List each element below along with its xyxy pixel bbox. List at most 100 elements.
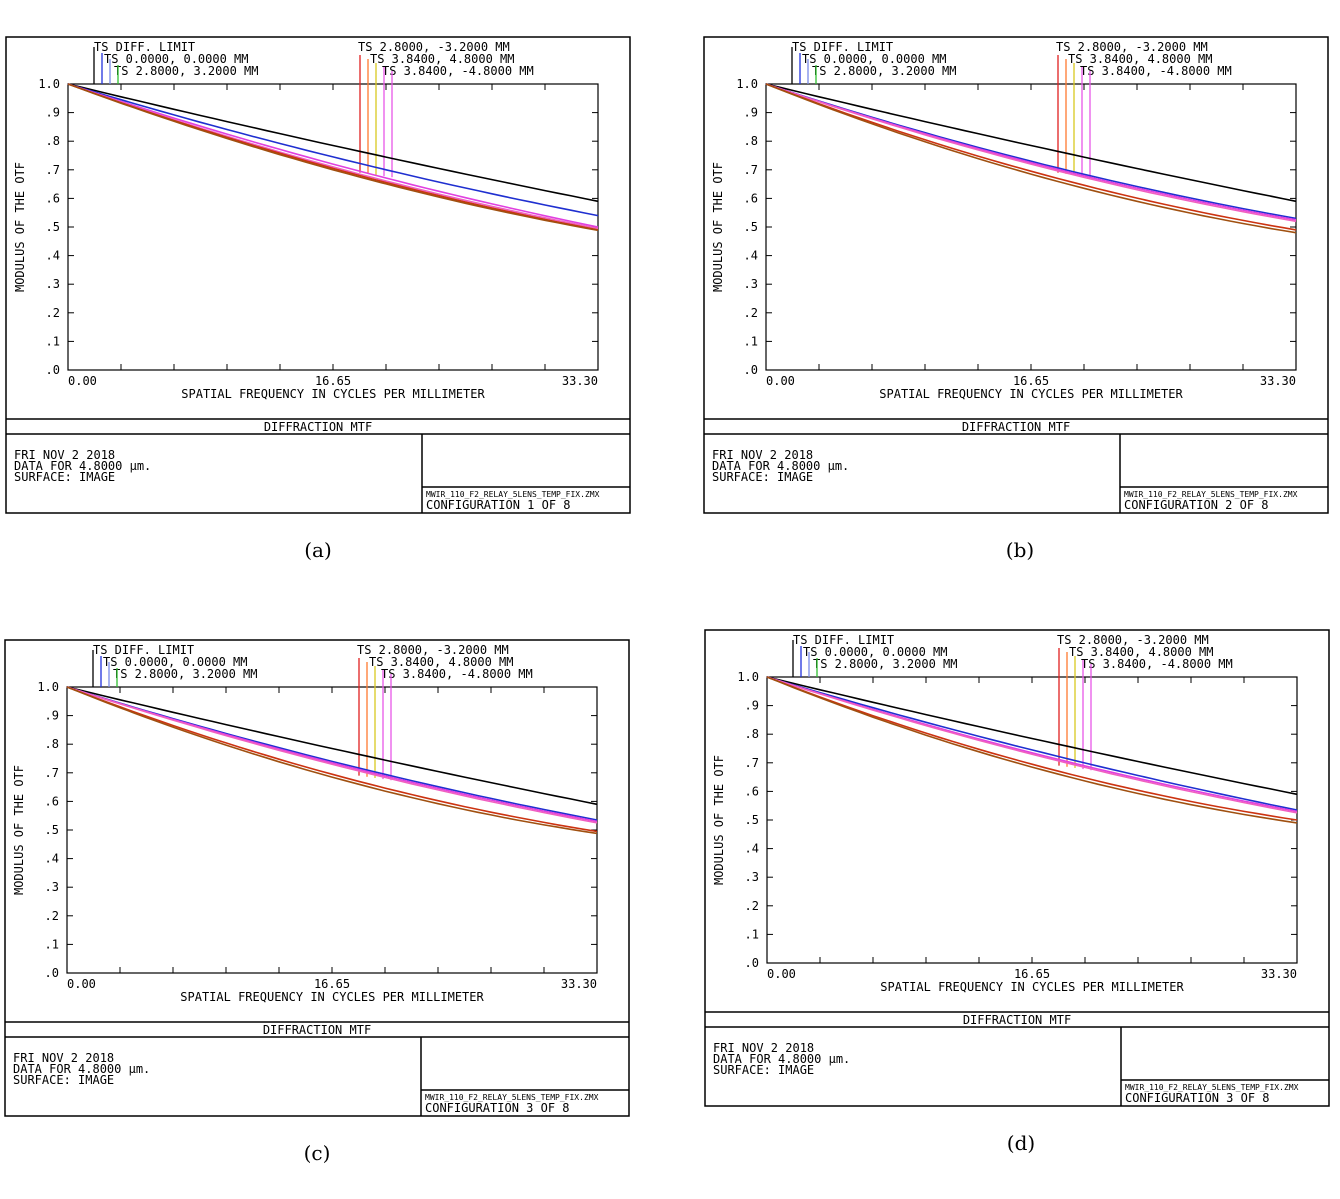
mtf-series-line [66, 686, 598, 824]
mtf-series-line [766, 676, 1298, 796]
x-tick-label: 0.00 [68, 374, 97, 388]
x-tick-label: 0.00 [767, 967, 796, 981]
mtf-series-line [765, 83, 1297, 220]
panel-frame [704, 629, 1330, 1107]
y-tick-label: .5 [745, 813, 759, 827]
y-tick-label: .5 [46, 220, 60, 234]
plot-area [766, 676, 1298, 964]
y-tick-label: .8 [744, 134, 758, 148]
y-tick-label: .5 [744, 220, 758, 234]
plot-area [765, 83, 1297, 371]
y-axis-label: MODULUS OF THE OTF [13, 162, 27, 292]
legend-label: TS 3.8400, 4.8000 MM [369, 655, 514, 669]
legend-label: TS DIFF. LIMIT [793, 633, 894, 647]
y-tick-label: .4 [45, 852, 59, 866]
x-axis-label: SPATIAL FREQUENCY IN CYCLES PER MILLIMET… [880, 980, 1184, 994]
y-tick-label: .4 [744, 249, 758, 263]
y-tick-label: .5 [45, 823, 59, 837]
info-line: FRI NOV 2 2018 [13, 1051, 114, 1065]
mtf-panel: 1.0 .9 .8 .7 .6 .5 .4 .3 .2 .1 .0 0.00 16.65 33.30 SPA… [703, 36, 1329, 514]
y-tick-label: .9 [46, 106, 60, 120]
legend-label: TS 2.8000, 3.2000 MM [813, 657, 958, 671]
file-name: MWIR_110_F2_RELAY_5LENS_TEMP_FIX.ZMX [1124, 490, 1298, 499]
y-tick-label: 1.0 [38, 77, 60, 91]
x-tick-label: 33.30 [562, 374, 598, 388]
mtf-series-line [765, 83, 1297, 203]
y-tick-label: .3 [46, 277, 60, 291]
y-tick-label: .7 [744, 163, 758, 177]
legend-label: TS 2.8000, 3.2000 MM [114, 64, 259, 78]
diffraction-title: DIFFRACTION MTF [264, 420, 372, 434]
mtf-series-line [765, 83, 1297, 234]
mtf-series-line [67, 83, 599, 217]
legend-label: TS 3.8400, -4.8000 MM [1081, 657, 1233, 671]
legend-label: TS 3.8400, 4.8000 MM [1069, 645, 1214, 659]
mtf-series-line [766, 676, 1298, 811]
y-tick-label: .7 [745, 756, 759, 770]
panel-frame [4, 639, 630, 1117]
y-tick-label: 1.0 [37, 680, 59, 694]
legend-label: TS 0.0000, 0.0000 MM [103, 655, 248, 669]
legend-label: TS 3.8400, 4.8000 MM [370, 52, 515, 66]
panel-caption: (c) [304, 1141, 331, 1165]
y-axis-label: MODULUS OF THE OTF [712, 755, 726, 885]
y-tick-label: .2 [46, 306, 60, 320]
y-tick-label: 1.0 [736, 77, 758, 91]
info-line: SURFACE: IMAGE [13, 1073, 114, 1087]
mtf-series-line [67, 83, 599, 232]
legend-label: TS 0.0000, 0.0000 MM [803, 645, 948, 659]
mtf-series-line [66, 686, 598, 833]
x-axis-label: SPATIAL FREQUENCY IN CYCLES PER MILLIMET… [879, 387, 1183, 401]
plot-area [66, 686, 598, 974]
panel-frame [703, 36, 1329, 514]
panel-caption: (a) [304, 538, 332, 562]
panel-caption: (d) [1007, 1131, 1035, 1155]
y-tick-label: .7 [46, 163, 60, 177]
y-tick-label: .1 [745, 927, 759, 941]
mtf-series-line [766, 676, 1298, 813]
x-tick-label: 33.30 [561, 977, 597, 991]
y-tick-label: .7 [45, 766, 59, 780]
info-line: FRI NOV 2 2018 [14, 448, 115, 462]
x-axis-label: SPATIAL FREQUENCY IN CYCLES PER MILLIMET… [180, 990, 484, 1004]
y-tick-label: .8 [745, 727, 759, 741]
mtf-panel: 1.0 .9 .8 .7 .6 .5 .4 .3 .2 .1 .0 0.00 16.65 33.30 SPA… [4, 639, 630, 1117]
diffraction-title: DIFFRACTION MTF [263, 1023, 371, 1037]
x-axis-label: SPATIAL FREQUENCY IN CYCLES PER MILLIMET… [181, 387, 485, 401]
y-tick-label: .9 [45, 709, 59, 723]
info-line: DATA FOR 4.8000 µm. [712, 459, 849, 473]
diffraction-title: DIFFRACTION MTF [962, 420, 1070, 434]
y-tick-label: .4 [745, 842, 759, 856]
y-tick-label: 1.0 [737, 670, 759, 684]
mtf-series-line [766, 676, 1298, 821]
y-tick-label: .0 [46, 363, 60, 377]
y-tick-label: .6 [745, 784, 759, 798]
x-tick-label: 33.30 [1260, 374, 1296, 388]
info-line: SURFACE: IMAGE [712, 470, 813, 484]
file-name: MWIR_110_F2_RELAY_5LENS_TEMP_FIX.ZMX [425, 1093, 599, 1102]
y-tick-label: .9 [745, 699, 759, 713]
mtf-series-line [765, 83, 1297, 223]
configuration-label: CONFIGURATION 1 OF 8 [426, 498, 571, 512]
y-tick-label: .0 [744, 363, 758, 377]
configuration-label: CONFIGURATION 3 OF 8 [425, 1101, 570, 1115]
legend-label: TS DIFF. LIMIT [94, 40, 195, 54]
legend-label: TS 3.8400, -4.8000 MM [382, 64, 534, 78]
mtf-series-line [67, 83, 599, 203]
y-tick-label: .9 [744, 106, 758, 120]
x-tick-label: 16.65 [314, 977, 350, 991]
y-tick-label: .6 [45, 794, 59, 808]
x-tick-label: 0.00 [766, 374, 795, 388]
x-tick-label: 33.30 [1261, 967, 1297, 981]
panel-caption: (b) [1006, 538, 1034, 562]
mtf-panel: 1.0 .9 .8 .7 .6 .5 .4 .3 .2 .1 .0 0.00 16.65 33.30 SPA… [5, 36, 631, 514]
mtf-panel: 1.0 .9 .8 .7 .6 .5 .4 .3 .2 .1 .0 0.00 16.65 33.30 SPA… [704, 629, 1330, 1107]
y-tick-label: .2 [744, 306, 758, 320]
x-tick-label: 0.00 [67, 977, 96, 991]
legend-label: TS 2.8000, -3.2000 MM [1056, 40, 1208, 54]
mtf-series-line [66, 686, 598, 835]
legend-label: TS 2.8000, 3.2000 MM [812, 64, 957, 78]
y-tick-label: .4 [46, 249, 60, 263]
y-tick-label: .2 [745, 899, 759, 913]
